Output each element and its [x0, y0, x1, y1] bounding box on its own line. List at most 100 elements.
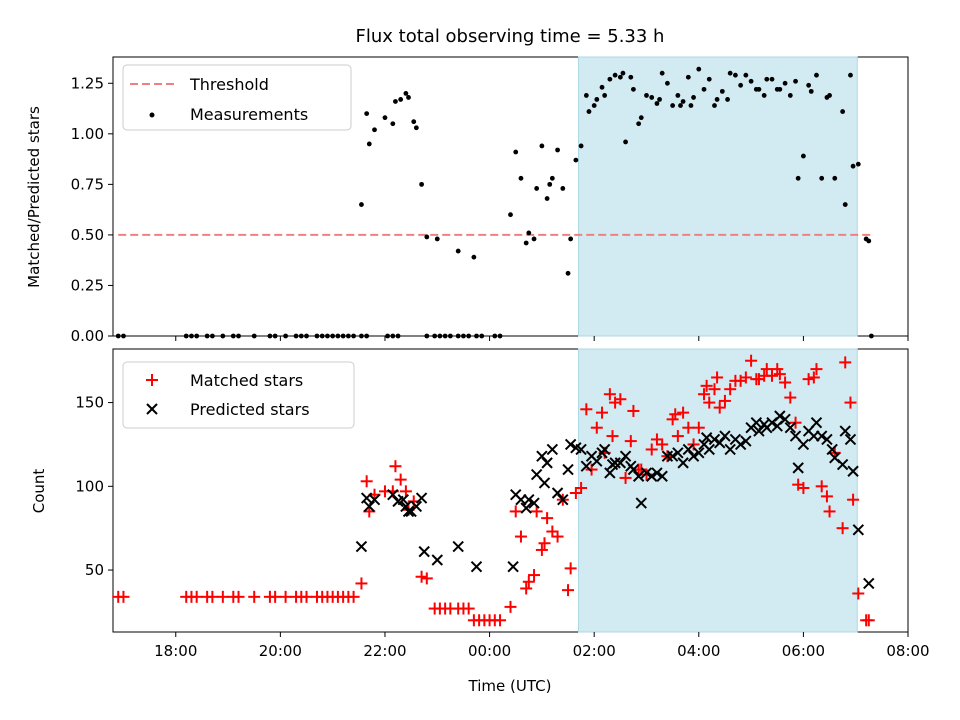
matched-stars-point [538, 537, 551, 550]
matched-stars-point [852, 587, 865, 600]
predicted-stars-point-b [402, 505, 415, 518]
predicted-stars-point-b [821, 433, 833, 446]
predicted-stars-point-b [520, 502, 532, 514]
matched-stars-point [462, 602, 475, 615]
matched-stars-point [773, 368, 786, 381]
predicted-stars-point-b [687, 450, 700, 462]
predicted-stars-point [632, 470, 645, 482]
measurement-point [366, 141, 372, 147]
matched-stars-point [745, 354, 758, 367]
chart-title: Flux total observing time = 5.33 h [356, 26, 665, 47]
measurement-point [314, 333, 320, 339]
predicted-stars-point [418, 545, 430, 558]
predicted-stars-point-b [363, 500, 375, 513]
predicted-stars-point [719, 430, 731, 442]
matched-stars-point [666, 413, 679, 426]
matched-legend-label: Matched stars [190, 371, 303, 390]
predicted-stars-point-b [564, 438, 577, 451]
matched-stars-point [820, 490, 833, 503]
measurement-point [850, 163, 856, 169]
measurement-point [351, 333, 356, 339]
measurement-point [382, 115, 388, 121]
matched-stars-point [779, 376, 792, 389]
measurement-point [359, 202, 364, 207]
measurement-point [330, 333, 336, 339]
x-tick-label: 04:00 [677, 642, 720, 660]
matched-stars-point [784, 391, 797, 404]
measurement-point [385, 333, 390, 339]
measurement-point [866, 238, 872, 244]
matched-stars-point [117, 590, 130, 603]
x-tick-label: 20:00 [259, 642, 302, 660]
matched-stars-point [810, 363, 823, 376]
predicted-stars-point-b [355, 540, 368, 553]
matched-stars-point [682, 421, 695, 434]
matched-stars-point [823, 505, 836, 518]
matched-stars-point [603, 388, 616, 401]
measurement-point [398, 97, 404, 102]
predicted-stars-point-b [546, 443, 559, 456]
predicted-stars-point [546, 443, 559, 456]
matched-stars-point [420, 572, 433, 585]
measurement-point [466, 333, 472, 339]
matched-stars-point [546, 525, 559, 538]
predicted-stars-point-b [666, 450, 679, 462]
predicted-stars-point-b [693, 447, 705, 459]
matched-stars-point [514, 530, 527, 543]
ratio-y-tick-label: 1.00 [71, 125, 104, 143]
predicted-stars-point-b [661, 450, 674, 462]
predicted-stars-point-b [797, 438, 810, 451]
matched-stars-point [399, 485, 412, 498]
measurement-point [474, 333, 479, 339]
predicted-stars-point [677, 457, 689, 469]
matched-stars-point [836, 522, 849, 535]
predicted-stars-point [604, 467, 616, 479]
predicted-stars-point [538, 477, 551, 489]
predicted-stars-point [614, 457, 627, 469]
measurement-point [631, 86, 636, 92]
predicted-stars-point [826, 443, 838, 456]
matched-stars-point [394, 473, 407, 486]
matched-stars-point [562, 584, 575, 597]
matched-stars-point [360, 475, 373, 488]
matched-stars-point [269, 590, 282, 603]
predicted-stars-point-b [729, 433, 742, 446]
ratio-y-tick-label: 0.75 [71, 175, 104, 193]
predicted-stars-point [635, 497, 647, 509]
measurement-point [743, 72, 749, 78]
predicted-stars-point [863, 577, 875, 590]
predicted-stars-point-b [672, 447, 684, 459]
ratio-y-tick-label: 1.25 [71, 74, 104, 92]
measurement-point [251, 333, 257, 339]
matched-stars-point [671, 430, 684, 443]
measurement-point [688, 103, 694, 108]
matched-stars-point [862, 614, 875, 627]
predicted-stars-point-b [470, 560, 483, 573]
matched-stars-point [389, 460, 402, 473]
measurement-point [534, 186, 540, 191]
measurement-point [665, 80, 670, 86]
matched-stars-point [839, 356, 852, 369]
ratio-y-tick-label: 0.25 [71, 276, 104, 294]
predicted-stars-point [682, 443, 695, 456]
predicted-stars-point-b [646, 470, 658, 482]
ratio-legend: Threshold Measurements [122, 64, 352, 131]
measurement-point [769, 76, 775, 82]
measurement-point [868, 333, 874, 339]
matched-stars-point [347, 590, 360, 603]
measurement-point [539, 143, 545, 149]
measurement-point [607, 76, 613, 82]
matched-stars-point [614, 393, 627, 406]
predicted-stars-point [753, 425, 765, 437]
measurement-point [649, 95, 655, 100]
matched-stars-point [627, 404, 640, 417]
matched-stars-point [718, 394, 731, 407]
matched-stars-point [206, 590, 219, 603]
predicted-stars-point-b [418, 545, 430, 558]
measurement-point [670, 103, 676, 108]
predicted-stars-point [363, 500, 375, 513]
matched-stars-point [415, 570, 428, 583]
measurement-point [764, 76, 770, 82]
measurement-point [325, 333, 330, 339]
measurement-point [230, 333, 236, 339]
